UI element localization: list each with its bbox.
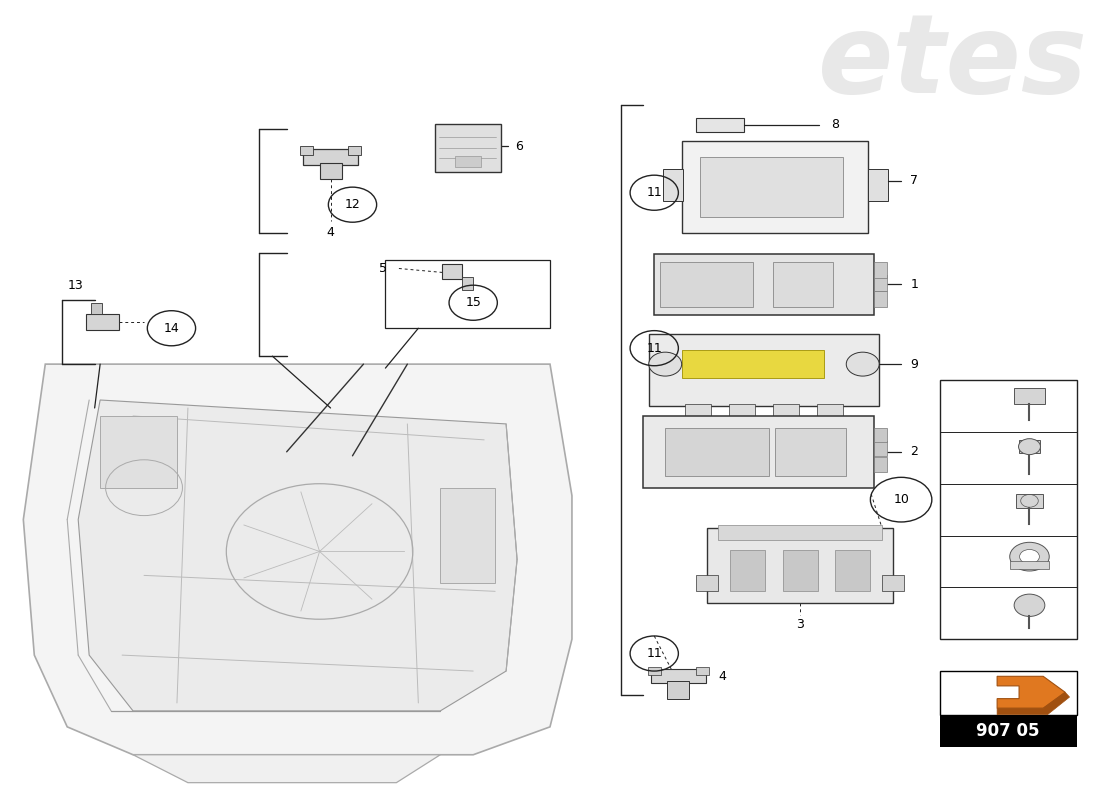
Text: 3: 3 — [796, 618, 804, 631]
Text: 5: 5 — [379, 262, 387, 275]
Text: 10: 10 — [956, 606, 971, 620]
Bar — [701, 157, 843, 217]
Bar — [91, 302, 102, 314]
Bar — [663, 169, 683, 201]
Bar — [835, 550, 870, 591]
Text: 6: 6 — [515, 140, 524, 153]
Polygon shape — [997, 676, 1065, 708]
Text: 11: 11 — [647, 342, 662, 354]
Bar — [385, 261, 550, 328]
Circle shape — [1020, 550, 1040, 564]
Bar — [772, 404, 799, 418]
Text: 9: 9 — [911, 358, 918, 370]
Text: 1: 1 — [911, 278, 918, 291]
Bar — [873, 458, 887, 472]
Bar — [442, 265, 462, 279]
Bar — [782, 550, 817, 591]
Bar — [666, 428, 769, 476]
Text: 11: 11 — [956, 555, 971, 568]
Circle shape — [846, 352, 879, 376]
Bar — [304, 149, 358, 165]
Text: 14: 14 — [164, 322, 179, 334]
Text: 11: 11 — [647, 647, 662, 660]
Text: 7: 7 — [911, 174, 918, 187]
Bar — [873, 262, 887, 278]
Bar — [873, 275, 887, 290]
Polygon shape — [78, 400, 517, 711]
Bar — [718, 525, 882, 539]
Circle shape — [649, 352, 682, 376]
Bar — [660, 262, 754, 306]
Bar — [1014, 389, 1045, 404]
Bar — [651, 669, 706, 683]
Text: 15: 15 — [956, 399, 971, 413]
Bar — [730, 550, 766, 591]
Bar — [682, 141, 868, 233]
Bar — [1016, 494, 1043, 508]
Text: 13: 13 — [68, 279, 84, 293]
Bar — [772, 262, 833, 306]
Text: a passion for
parts since 1985: a passion for parts since 1985 — [224, 560, 437, 686]
Text: 12: 12 — [344, 198, 361, 211]
Text: 14: 14 — [956, 451, 971, 464]
Bar — [873, 428, 887, 442]
Bar — [696, 667, 710, 675]
Bar — [868, 169, 888, 201]
Bar — [668, 682, 690, 699]
Polygon shape — [997, 692, 1069, 714]
Bar — [440, 488, 495, 583]
Bar — [648, 667, 661, 675]
Polygon shape — [23, 364, 572, 754]
Bar — [434, 124, 500, 172]
Bar — [816, 404, 843, 418]
Text: 12: 12 — [956, 503, 971, 516]
Bar — [320, 163, 341, 179]
Text: 4: 4 — [327, 226, 334, 239]
Bar — [300, 146, 313, 155]
Bar — [682, 350, 824, 378]
Text: 10: 10 — [893, 493, 909, 506]
Bar — [348, 146, 361, 155]
Bar — [939, 715, 1077, 746]
Bar — [654, 254, 873, 314]
Bar — [86, 314, 119, 330]
Bar — [696, 118, 745, 132]
Text: 11: 11 — [647, 186, 662, 199]
Bar — [939, 671, 1077, 715]
Bar — [1010, 562, 1049, 570]
Text: 15: 15 — [465, 296, 481, 310]
Bar — [882, 575, 904, 591]
Bar — [649, 334, 879, 406]
Bar — [774, 428, 846, 476]
Text: etes: etes — [817, 10, 1088, 116]
Text: 907 05: 907 05 — [977, 722, 1040, 740]
Text: 2: 2 — [911, 446, 918, 458]
Bar — [729, 404, 756, 418]
Text: 4: 4 — [718, 670, 726, 683]
Bar — [1019, 440, 1041, 453]
Bar — [873, 290, 887, 306]
Bar — [644, 416, 873, 488]
Circle shape — [1014, 594, 1045, 617]
Bar — [696, 575, 718, 591]
Bar — [873, 442, 887, 456]
Bar — [707, 527, 893, 603]
Text: 8: 8 — [832, 118, 839, 131]
Polygon shape — [133, 754, 440, 782]
Circle shape — [1019, 438, 1041, 454]
Bar — [454, 156, 481, 167]
Bar — [100, 416, 177, 488]
Bar — [939, 380, 1077, 639]
Bar — [685, 404, 712, 418]
Circle shape — [1010, 542, 1049, 571]
Bar — [462, 278, 473, 290]
